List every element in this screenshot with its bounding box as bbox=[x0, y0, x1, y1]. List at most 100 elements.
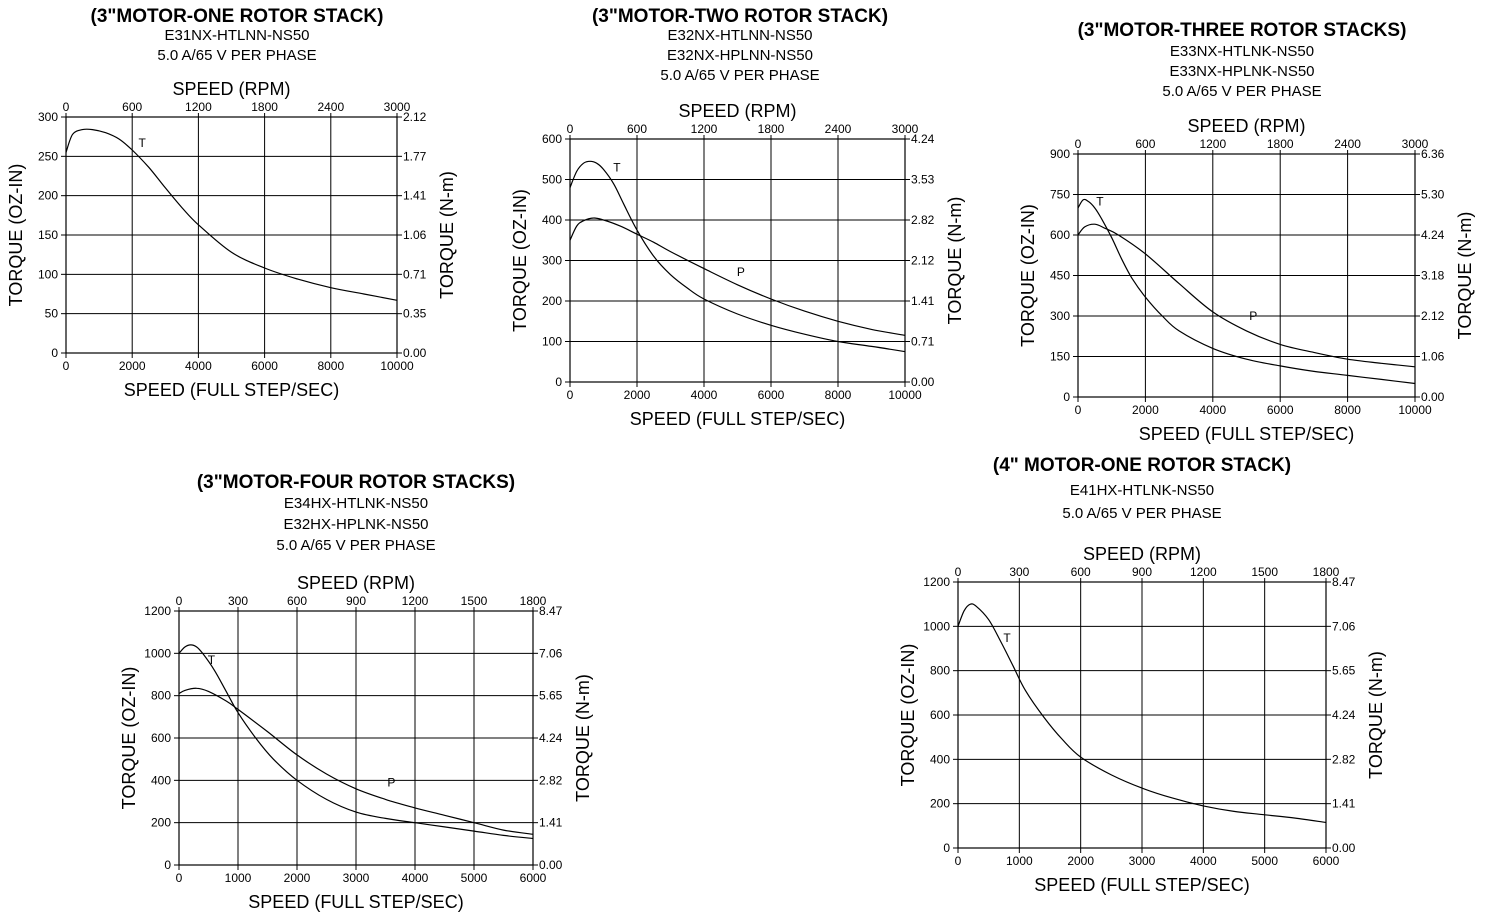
series-line-T bbox=[957, 603, 1327, 824]
x-tick-label: 8000 bbox=[317, 359, 344, 373]
y-tick-label: 300 bbox=[542, 254, 562, 268]
top-tick-label: 600 bbox=[627, 122, 647, 136]
x-tick-label: 10000 bbox=[380, 359, 414, 373]
right-tick-label: 5.65 bbox=[539, 689, 563, 703]
chart-subtitle-line: 5.0 A/65 V PER PHASE bbox=[660, 67, 820, 84]
right-tick-label: 4.24 bbox=[1332, 708, 1356, 722]
top-tick-label: 1800 bbox=[758, 122, 785, 136]
y-tick-label: 300 bbox=[1050, 309, 1070, 323]
y-tick-label: 400 bbox=[542, 213, 562, 227]
right-tick-label: 0.00 bbox=[1421, 390, 1445, 404]
top-axis-label: SPEED (RPM) bbox=[297, 573, 415, 593]
right-tick-label: 5.30 bbox=[1421, 188, 1445, 202]
right-tick-label: 5.65 bbox=[1332, 664, 1356, 678]
x-tick-label: 4000 bbox=[1199, 403, 1226, 417]
top-tick-label: 0 bbox=[63, 100, 70, 114]
y-tick-label: 150 bbox=[38, 228, 58, 242]
x-tick-label: 8000 bbox=[1334, 403, 1361, 417]
y-tick-label: 800 bbox=[151, 689, 171, 703]
y-tick-label: 600 bbox=[151, 731, 171, 745]
chart-subtitle-line: 5.0 A/65 V PER PHASE bbox=[157, 47, 317, 64]
chart-subtitle-line: E32HX-HPLNK-NS50 bbox=[283, 516, 429, 533]
top-tick-label: 2400 bbox=[1334, 137, 1361, 151]
series-label: T bbox=[613, 160, 621, 174]
right-tick-label: 0.00 bbox=[911, 375, 935, 389]
top-tick-label: 1800 bbox=[251, 100, 278, 114]
series-line-P bbox=[1077, 223, 1416, 368]
right-tick-label: 1.41 bbox=[539, 816, 563, 830]
top-tick-label: 1200 bbox=[402, 594, 429, 608]
y-tick-label: 0 bbox=[1063, 390, 1070, 404]
top-tick-label: 1500 bbox=[1251, 565, 1278, 579]
right-tick-label: 8.47 bbox=[1332, 575, 1356, 589]
y-tick-label: 1000 bbox=[144, 646, 171, 660]
chart-subtitle-line: 5.0 A/65 V PER PHASE bbox=[1162, 83, 1322, 100]
top-tick-label: 900 bbox=[346, 594, 366, 608]
y-tick-label: 1200 bbox=[144, 604, 171, 618]
x-axis-label: SPEED (FULL STEP/SEC) bbox=[124, 380, 339, 400]
x-tick-label: 2000 bbox=[1132, 403, 1159, 417]
x-axis-label: SPEED (FULL STEP/SEC) bbox=[248, 892, 463, 912]
right-tick-label: 1.77 bbox=[403, 149, 427, 163]
right-tick-label: 7.06 bbox=[539, 646, 563, 660]
x-axis-label: SPEED (FULL STEP/SEC) bbox=[630, 409, 845, 429]
top-tick-label: 600 bbox=[1135, 137, 1155, 151]
top-tick-label: 600 bbox=[122, 100, 142, 114]
chart-subtitle-line: E32NX-HPLNN-NS50 bbox=[667, 47, 813, 64]
top-tick-label: 1200 bbox=[185, 100, 212, 114]
right-tick-label: 2.82 bbox=[539, 773, 563, 787]
x-tick-label: 6000 bbox=[520, 871, 547, 885]
series-line-P bbox=[178, 687, 534, 835]
top-tick-label: 3000 bbox=[892, 122, 919, 136]
chart-subtitle-line: E41HX-HTLNK-NS50 bbox=[1069, 482, 1215, 499]
chart-subtitle-line: 5.0 A/65 V PER PHASE bbox=[1062, 505, 1222, 522]
right-tick-label: 0.35 bbox=[403, 307, 427, 321]
top-tick-label: 1800 bbox=[1313, 565, 1340, 579]
x-tick-label: 0 bbox=[955, 854, 962, 868]
right-tick-label: 0.00 bbox=[539, 858, 563, 872]
y-tick-label: 200 bbox=[38, 189, 58, 203]
y-tick-label: 900 bbox=[1050, 147, 1070, 161]
series-label: P bbox=[387, 776, 395, 790]
x-tick-label: 4000 bbox=[1190, 854, 1217, 868]
y2-axis-label: TORQUE (N-m) bbox=[437, 171, 457, 299]
y-tick-label: 600 bbox=[1050, 228, 1070, 242]
y-tick-label: 150 bbox=[1050, 350, 1070, 364]
y2-axis-label: TORQUE (N-m) bbox=[1366, 651, 1386, 779]
series-label: T bbox=[138, 136, 146, 150]
y-axis-label: TORQUE (OZ-IN) bbox=[6, 164, 26, 307]
right-tick-label: 4.24 bbox=[911, 132, 935, 146]
top-tick-label: 900 bbox=[1132, 565, 1152, 579]
x-tick-label: 2000 bbox=[119, 359, 146, 373]
series-label: T bbox=[208, 653, 216, 667]
chart-title: (3"MOTOR-FOUR ROTOR STACKS) bbox=[196, 472, 516, 493]
series-label: P bbox=[1249, 309, 1257, 323]
right-tick-label: 7.06 bbox=[1332, 619, 1356, 633]
y-tick-label: 400 bbox=[151, 773, 171, 787]
chart-panel-2: (3"MOTOR-THREE ROTOR STACKS) E33NX-HTLNK… bbox=[942, 20, 1489, 420]
right-tick-label: 3.18 bbox=[1421, 269, 1445, 283]
x-tick-label: 4000 bbox=[691, 388, 718, 402]
x-tick-label: 10000 bbox=[888, 388, 922, 402]
right-tick-label: 2.12 bbox=[911, 254, 935, 268]
y-axis-label: TORQUE (OZ-IN) bbox=[1018, 204, 1038, 347]
right-tick-label: 1.41 bbox=[403, 189, 427, 203]
chart-subtitle-line: E33NX-HPLNK-NS50 bbox=[1169, 63, 1315, 80]
y-tick-label: 100 bbox=[38, 267, 58, 281]
x-tick-label: 0 bbox=[1075, 403, 1082, 417]
x-tick-label: 0 bbox=[567, 388, 574, 402]
x-tick-label: 3000 bbox=[343, 871, 370, 885]
chart-subtitle-line: E34HX-HTLNK-NS50 bbox=[283, 495, 429, 512]
top-tick-label: 600 bbox=[1071, 565, 1091, 579]
series-label: T bbox=[1003, 631, 1011, 645]
top-tick-label: 1200 bbox=[691, 122, 718, 136]
y-tick-label: 200 bbox=[542, 294, 562, 308]
series-line-T bbox=[1077, 198, 1416, 385]
x-tick-label: 3000 bbox=[1129, 854, 1156, 868]
x-tick-label: 5000 bbox=[1251, 854, 1278, 868]
y-tick-label: 0 bbox=[51, 346, 58, 360]
chart-subtitle-line: E33NX-HTLNK-NS50 bbox=[1169, 43, 1315, 60]
